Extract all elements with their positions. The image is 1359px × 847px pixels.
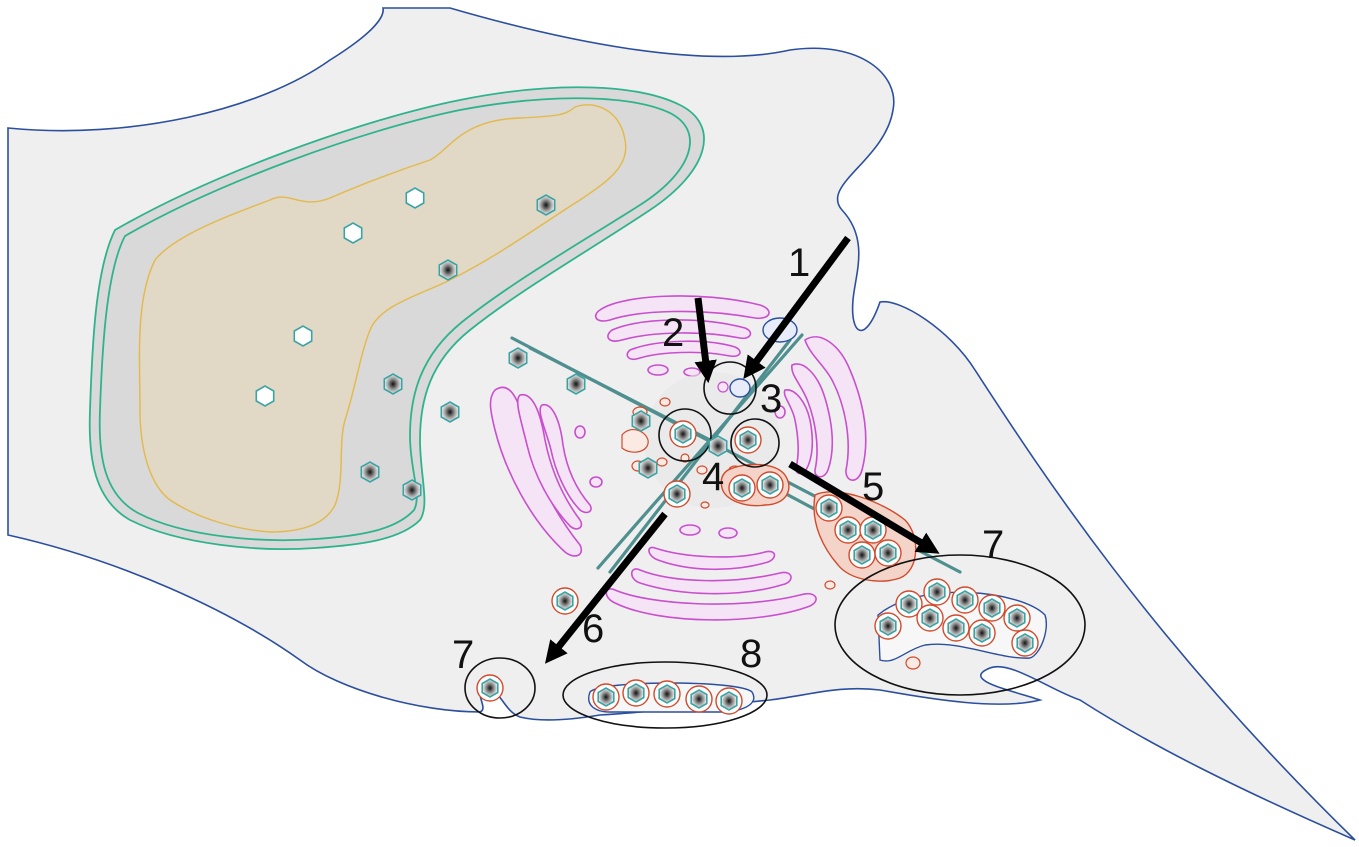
nucleocapsid-full-icon (383, 373, 403, 395)
nucleocapsid-full-icon (360, 461, 380, 483)
nucleocapsid-full-icon (668, 484, 686, 504)
highlight-step4-right (730, 418, 780, 468)
nucleocapsid-full-icon (536, 194, 556, 216)
nucleocapsid-full-icon (638, 457, 658, 479)
golgi-top (594, 295, 770, 377)
highlight-step4-left (658, 408, 712, 462)
nucleocapsid-full-icon (440, 401, 460, 423)
nucleocapsid-full-icon (973, 623, 991, 643)
nucleocapsid-full-icon (761, 475, 779, 495)
nucleocapsid-full-icon (690, 689, 708, 709)
golgi-bottom (605, 524, 817, 621)
highlight-step8 (562, 661, 768, 729)
arrow-icon (544, 511, 668, 664)
step-label-6: 6 (582, 607, 604, 651)
nucleocapsid-full-icon (627, 683, 645, 703)
nucleocapsid-full-icon (597, 687, 615, 707)
step-label-4: 4 (702, 455, 724, 499)
arrow-icon (743, 235, 851, 379)
nucleocapsid-full-icon (864, 520, 882, 540)
nucleocapsid-full-icon (879, 543, 897, 563)
step-label-1: 1 (788, 241, 810, 285)
nucleocapsid-full-icon (839, 520, 857, 540)
highlight-step7-left (464, 657, 536, 719)
step-label-5: 5 (862, 465, 884, 509)
nucleocapsid-empty-icon (255, 385, 275, 407)
nucleocapsid-full-icon (733, 478, 751, 498)
nucleocapsid-full-icon (820, 498, 838, 518)
empty-capsids (255, 187, 425, 407)
nucleocapsid-full-icon (928, 582, 946, 602)
nucleocapsid-full-icon (1016, 633, 1034, 653)
dna-filled-capsids (360, 194, 1039, 715)
arrow-icon (694, 297, 717, 384)
nucleocapsid-full-icon (879, 616, 897, 636)
nucleocapsid-full-icon (739, 430, 757, 450)
highlight-step7-right (834, 554, 1086, 696)
nucleocapsid-full-icon (508, 347, 528, 369)
nucleocapsid-empty-icon (405, 187, 425, 209)
nucleocapsid-full-icon (481, 678, 499, 698)
nucleocapsid-full-icon (921, 608, 939, 628)
nucleoplasm (138, 104, 627, 533)
nucleocapsid-full-icon (720, 691, 738, 711)
nucleocapsid-full-icon (900, 594, 918, 614)
nucleocapsid-full-icon (438, 259, 458, 281)
nucleocapsid-full-icon (658, 684, 676, 704)
nucleocapsid-full-icon (853, 545, 871, 565)
nucleocapsid-full-icon (947, 618, 965, 638)
step-label-8: 8 (740, 632, 762, 676)
nucleocapsid-full-icon (566, 373, 586, 395)
nucleocapsid-empty-icon (293, 325, 313, 347)
nucleocapsid-full-icon (556, 591, 574, 611)
step-label-7-right: 7 (982, 523, 1004, 567)
nucleocapsid-full-icon (708, 435, 728, 457)
nucleocapsid-full-icon (1008, 608, 1026, 628)
step-label-2: 2 (662, 311, 684, 355)
golgi-right (774, 336, 867, 481)
nucleocapsid-full-icon (983, 598, 1001, 618)
nucleocapsid-empty-icon (343, 222, 363, 244)
golgi-left (489, 386, 603, 557)
nuclear-envelope-inner (98, 97, 691, 542)
highlight-step3-entry (703, 361, 757, 415)
nucleocapsid-full-icon (631, 410, 651, 432)
step-label-3: 3 (760, 377, 782, 421)
nucleocapsid-full-icon (402, 479, 422, 501)
nucleocapsid-full-icon (956, 590, 974, 610)
endosome (729, 378, 751, 398)
endosome-small (717, 381, 729, 393)
arrow-icon (788, 460, 940, 554)
microtubule (596, 333, 804, 570)
step-label-7-left: 7 (452, 633, 474, 677)
nucleocapsid-full-icon (674, 424, 692, 444)
